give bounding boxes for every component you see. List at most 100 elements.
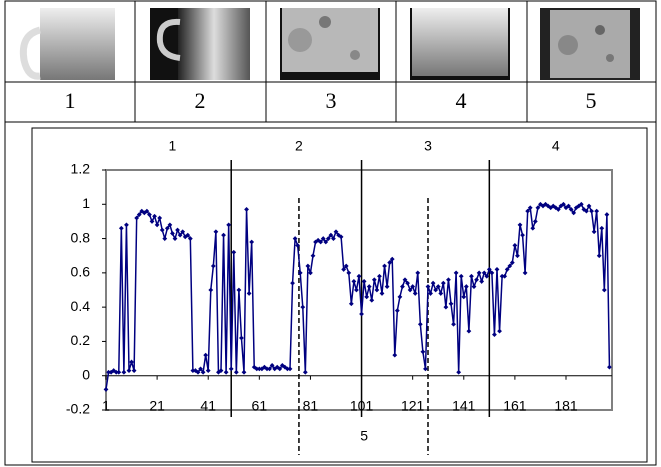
data-point — [152, 213, 157, 219]
data-point — [121, 369, 127, 375]
plot-area — [105, 169, 613, 411]
data-point — [469, 273, 474, 279]
data-point — [346, 270, 352, 276]
data-point — [172, 236, 178, 241]
data-point — [423, 366, 428, 372]
data-point — [159, 227, 165, 233]
y-tick-label: 1 — [82, 195, 90, 211]
x-tick-label: 81 — [303, 398, 319, 414]
y-tick-label: 0.4 — [71, 298, 91, 314]
data-point — [430, 280, 436, 286]
x-tick-label: 41 — [200, 398, 216, 414]
data-point — [203, 352, 209, 358]
data-point — [164, 225, 170, 231]
data-point — [182, 234, 188, 240]
data-point — [213, 229, 219, 235]
data-point — [302, 369, 308, 375]
data-point — [448, 301, 454, 307]
data-point — [443, 304, 449, 310]
data-point — [458, 273, 464, 279]
thumbnail — [150, 8, 250, 80]
data-point — [502, 273, 508, 279]
data-point — [187, 236, 193, 241]
thumbnail-number: 2 — [195, 88, 206, 113]
data-point — [532, 219, 538, 224]
data-point — [578, 201, 584, 207]
thumbnail — [410, 8, 510, 80]
table-border — [4, 0, 657, 466]
data-point — [394, 308, 400, 313]
data-point — [405, 280, 410, 286]
data-point — [136, 212, 142, 217]
data-point — [354, 287, 359, 293]
chart: -0.200.20.40.60.811.21 21 41 61 81 101 121 141 1… — [66, 138, 612, 455]
data-point — [525, 208, 531, 214]
data-point — [108, 369, 114, 375]
thumbnail-number: 3 — [326, 88, 337, 113]
data-point — [223, 369, 229, 375]
thumbnail-number: 5 — [586, 88, 597, 113]
data-point — [190, 368, 196, 373]
data-point — [126, 368, 132, 373]
y-tick-label: 0 — [82, 366, 90, 382]
data-point — [601, 287, 607, 293]
data-point — [175, 227, 180, 233]
data-point — [264, 366, 270, 372]
data-point — [589, 208, 594, 214]
data-point — [607, 364, 612, 370]
data-point — [397, 294, 403, 300]
data-point — [392, 352, 398, 358]
data-point — [139, 208, 145, 214]
data-point — [484, 273, 490, 279]
data-point — [277, 366, 283, 372]
x-tick-label: 121 — [401, 398, 425, 414]
data-point — [456, 369, 462, 375]
thumbnail-labels: 1 2 3 4 5 — [65, 88, 597, 113]
data-point — [599, 225, 605, 231]
data-point — [481, 270, 487, 276]
data-point — [489, 270, 495, 276]
data-point — [453, 270, 459, 276]
data-point — [318, 239, 324, 245]
data-point — [466, 328, 472, 334]
thumbnail-number: 1 — [65, 88, 76, 113]
x-tick-label: 181 — [554, 398, 578, 414]
x-tick-label: 161 — [503, 398, 527, 414]
data-point — [144, 208, 150, 214]
data-point — [231, 249, 237, 255]
data-point — [256, 366, 262, 372]
data-point — [320, 236, 326, 241]
data-point — [535, 205, 541, 211]
data-point — [492, 332, 497, 337]
data-point — [594, 208, 600, 214]
data-point — [308, 270, 313, 276]
data-point — [244, 207, 249, 212]
data-point — [517, 222, 523, 228]
data-point — [571, 210, 577, 216]
data-point — [527, 205, 533, 211]
data-point — [341, 267, 347, 272]
data-point — [310, 253, 316, 259]
data-point — [292, 236, 298, 241]
data-point — [241, 369, 247, 375]
data-point — [499, 273, 505, 279]
x-tick-label: 141 — [452, 398, 476, 414]
data-point — [233, 369, 239, 375]
data-point — [384, 284, 390, 289]
data-point — [435, 284, 441, 289]
data-point — [129, 359, 134, 365]
data-point — [124, 222, 129, 228]
x-tick-label: 61 — [252, 398, 268, 414]
data-point — [154, 222, 160, 228]
data-point — [325, 236, 331, 241]
data-point — [366, 284, 372, 289]
data-point — [267, 366, 272, 372]
data-point — [596, 253, 602, 259]
data-point — [116, 369, 122, 375]
y-tick-label: 0.8 — [71, 229, 91, 245]
thumbnail — [19, 8, 120, 80]
thumbnail-number: 4 — [456, 88, 467, 113]
data-point — [226, 222, 232, 228]
